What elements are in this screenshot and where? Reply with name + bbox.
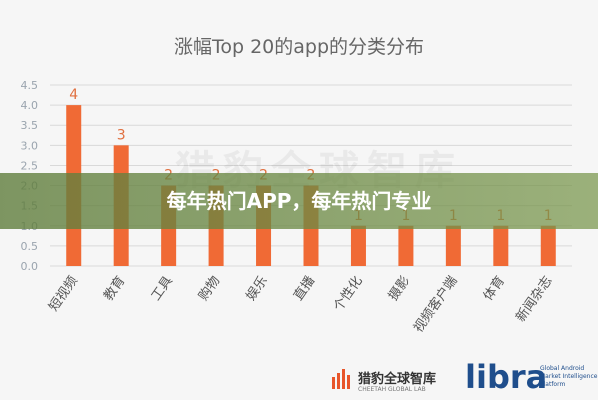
overlay-banner: 每年热门APP，每年热门专业	[0, 173, 598, 229]
y-tick-label: 4.5	[21, 79, 39, 92]
cheetah-logo-icon	[332, 369, 350, 389]
libra-tagline: Global Android Market Intelligence Platf…	[540, 365, 598, 388]
bar	[540, 225, 556, 266]
y-tick-label: 4.0	[21, 99, 39, 112]
x-tick-label: 体育	[480, 273, 508, 303]
x-tick-label: 个性化	[331, 274, 366, 315]
y-tick-label: 0.5	[21, 240, 39, 253]
x-tick-label: 直播	[291, 274, 318, 304]
x-tick-label: 工具	[149, 274, 176, 304]
cheetah-brand: 猎豹全球智库	[358, 372, 437, 387]
bar	[493, 225, 509, 266]
x-tick-label: 视频客户端	[410, 273, 460, 335]
cheetah-brand-sub: CHEETAH GLOBAL LAB	[358, 386, 426, 393]
x-tick-label: 教育	[100, 273, 128, 303]
chart-title: 涨幅Top 20的app的分类分布	[174, 36, 424, 58]
footer-logos: 猎豹全球智库 CHEETAH GLOBAL LAB libra Global A…	[330, 358, 598, 400]
libra-logo: libra	[465, 358, 548, 396]
bar	[350, 225, 366, 266]
bar	[398, 225, 414, 266]
x-tick-label: 摄影	[386, 274, 413, 304]
x-tick-label: 购物	[195, 273, 223, 303]
x-tick-label: 短视频	[46, 274, 81, 315]
y-tick-label: 3.5	[21, 119, 39, 132]
x-tick-label: 新闻杂志	[513, 273, 556, 325]
y-tick-label: 0.0	[21, 260, 39, 273]
x-tick-label: 娱乐	[244, 274, 271, 304]
y-tick-label: 2.5	[21, 159, 39, 172]
y-tick-label: 3.0	[21, 139, 39, 152]
data-label: 4	[69, 87, 78, 103]
data-label: 3	[117, 127, 126, 143]
banner-text: 每年热门APP，每年热门专业	[166, 189, 432, 213]
bar	[445, 225, 461, 266]
